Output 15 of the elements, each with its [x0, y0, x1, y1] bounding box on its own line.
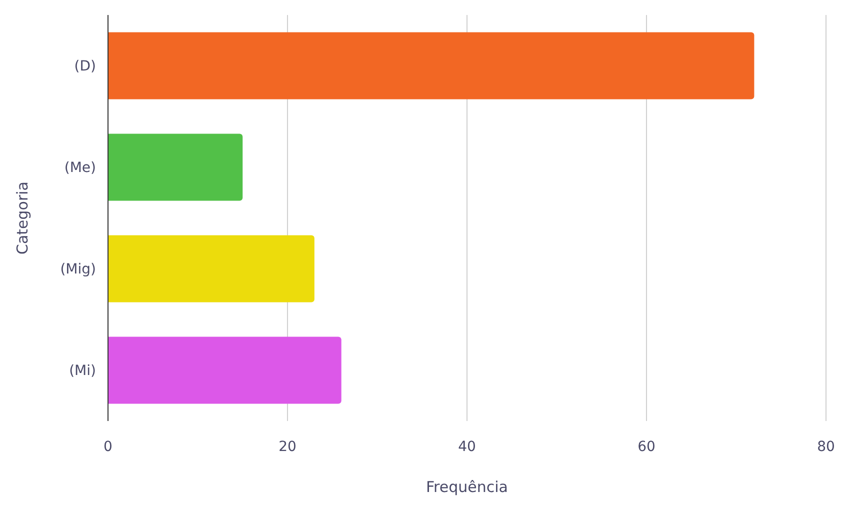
bar — [108, 134, 243, 201]
y-tick-label: (D) — [74, 58, 96, 75]
x-tick-label: 0 — [104, 438, 112, 455]
x-tick-label: 60 — [638, 438, 656, 455]
bar — [108, 336, 342, 404]
x-tick-label: 80 — [817, 438, 835, 455]
y-tick-label: (Mi) — [69, 363, 96, 380]
y-tick-label: (Mig) — [60, 262, 96, 278]
y-tick-label: (Me) — [64, 160, 96, 176]
x-axis-title: Frequência — [426, 478, 508, 496]
x-tick-label: 20 — [278, 438, 296, 455]
x-tick-label: 40 — [458, 438, 476, 455]
y-axis-title: Categoria — [13, 181, 32, 255]
bar — [108, 235, 314, 302]
bar — [108, 32, 754, 100]
